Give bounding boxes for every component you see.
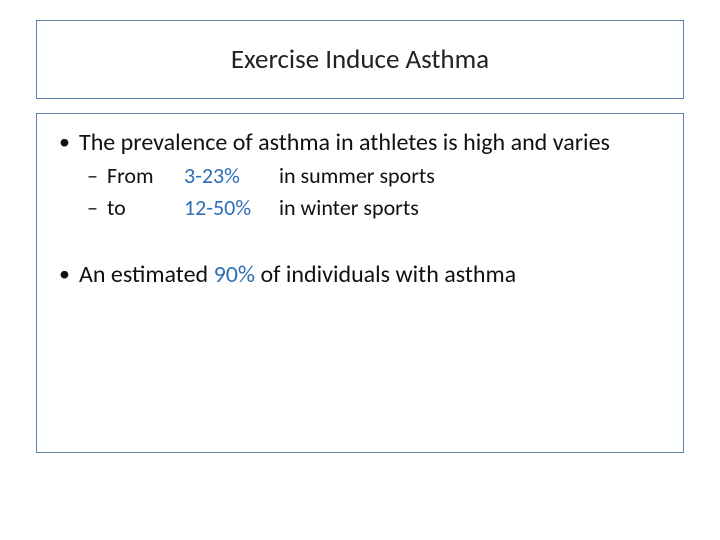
bullet-percent: 90% <box>214 260 255 289</box>
bullet-list: The prevalence of asthma in athletes is … <box>57 128 663 290</box>
sub-bullet-list: From 3-23% in summer sports to 12-50% in… <box>79 160 663 224</box>
sub-percent: 12-50% <box>184 192 274 224</box>
bullet-text-suffix: of individuals with asthma <box>255 260 516 289</box>
sub-tail: in summer sports <box>279 160 435 192</box>
sub-lead: From <box>107 160 179 192</box>
slide-body-box: The prevalence of asthma in athletes is … <box>36 113 684 453</box>
sub-tail: in winter sports <box>279 192 419 224</box>
bullet-item: The prevalence of asthma in athletes is … <box>79 128 663 224</box>
sub-bullet-item: From 3-23% in summer sports <box>107 160 663 192</box>
bullet-text-prefix: An estimated <box>79 260 214 289</box>
bullet-text: The prevalence of asthma in athletes is … <box>79 128 610 157</box>
spacer <box>79 228 663 256</box>
sub-lead: to <box>107 192 179 224</box>
bullet-item: An estimated 90% of individuals with ast… <box>79 260 663 290</box>
sub-bullet-item: to 12-50% in winter sports <box>107 192 663 224</box>
slide-title-box: Exercise Induce Asthma <box>36 20 684 99</box>
sub-percent: 3-23% <box>184 160 274 192</box>
slide-title: Exercise Induce Asthma <box>231 43 489 76</box>
